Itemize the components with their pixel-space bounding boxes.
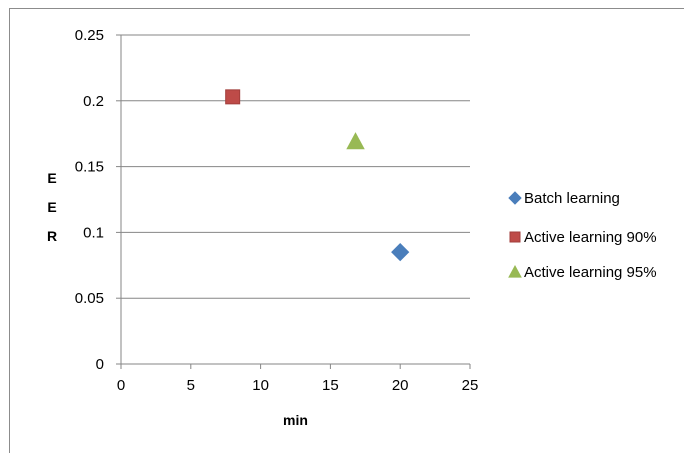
axes bbox=[120, 35, 471, 369]
gridlines bbox=[116, 34, 470, 365]
y-tick-labels: 0 0.05 0.1 0.15 0.2 0.25 bbox=[75, 27, 104, 373]
legend-label: Active learning 95% bbox=[524, 264, 657, 281]
y-tick-label: 0.1 bbox=[83, 224, 104, 241]
x-tick-label: 5 bbox=[187, 377, 195, 394]
legend-label: Batch learning bbox=[524, 190, 620, 207]
x-tick-labels: 0 5 10 15 20 25 bbox=[117, 377, 479, 394]
y-tick-label: 0.25 bbox=[75, 27, 104, 44]
legend-marker bbox=[508, 191, 522, 205]
x-tick-label: 15 bbox=[322, 377, 339, 394]
y-tick-label: 0.15 bbox=[75, 159, 104, 176]
data-points bbox=[225, 89, 410, 262]
y-tick-label: 0.2 bbox=[83, 93, 104, 110]
data-point bbox=[225, 89, 241, 105]
x-tick-label: 10 bbox=[252, 377, 269, 394]
x-tick-label: 25 bbox=[462, 377, 479, 394]
y-tick-label: 0 bbox=[96, 356, 104, 373]
legend-marker bbox=[509, 231, 521, 243]
legend-marker bbox=[508, 264, 522, 278]
legend-label: Active learning 90% bbox=[524, 229, 657, 246]
x-tick-label: 0 bbox=[117, 377, 125, 394]
x-axis-title: min bbox=[283, 412, 308, 428]
x-tick-label: 20 bbox=[392, 377, 409, 394]
legend: Batch learning Active learning 90% Active … bbox=[508, 190, 657, 281]
data-point bbox=[391, 243, 410, 262]
chart-frame bbox=[9, 8, 684, 453]
data-point bbox=[346, 132, 365, 150]
y-tick-label: 0.05 bbox=[75, 290, 104, 307]
